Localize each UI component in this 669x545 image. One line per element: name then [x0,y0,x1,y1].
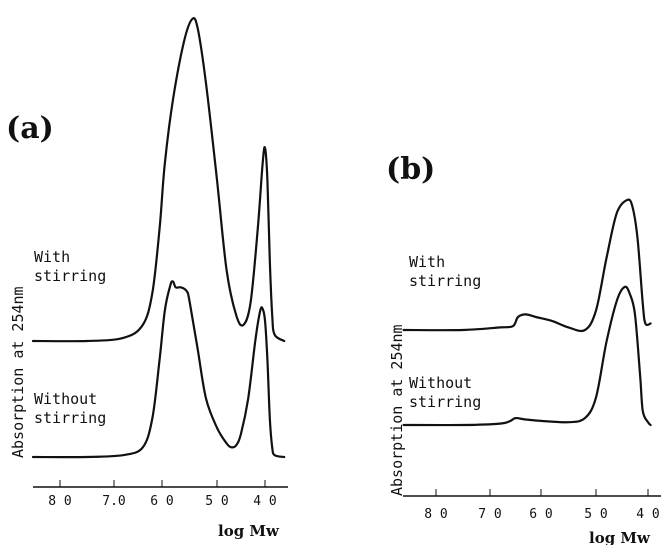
panel-b-trace-without-stirring [402,285,652,427]
panel-b-without-stirring-line1: Without [409,374,472,392]
x-tick-label: 5 0 [205,494,228,509]
panel-b-with-stirring-line1: With [409,253,445,271]
panel-b-trace-with-stirring [402,198,652,333]
panel-b-x-axis-label: log Mw [589,529,651,545]
x-tick-label: 5 0 [584,507,607,522]
panel-b-x-ticks: 8 0 7 0 6 0 5 0 4 0 [424,489,660,522]
panel-b-with-stirring-line2: stirring [409,272,481,290]
panel-a-traces [31,17,286,459]
x-tick-label: 8 0 [424,507,447,522]
panel-a-trace-without-stirring [31,280,286,459]
panel-a-x-axis-label: log Mw [218,522,280,540]
panel-a: (a) Absorption at 254nm With stirring Wi… [6,17,288,540]
x-tick-label: 7.0 [102,494,125,509]
x-tick-label: 4 0 [253,494,276,509]
x-tick-label: 4 0 [636,507,659,522]
x-tick-label: 6 0 [150,494,173,509]
panel-a-with-stirring-line2: stirring [34,267,106,285]
panel-a-with-stirring-line1: With [34,248,70,266]
panel-b-label: (b) [386,152,435,187]
x-tick-label: 7 0 [478,507,501,522]
x-tick-label: 6 0 [529,507,552,522]
panel-a-without-stirring-line1: Without [34,390,97,408]
panel-a-x-ticks: 8 0 7.0 6 0 5 0 4 0 [48,480,277,509]
panel-a-trace-with-stirring [31,17,286,343]
panel-b-y-axis-label: Absorption at 254nm [388,324,406,496]
panel-b-traces [402,198,652,427]
panel-a-label: (a) [6,111,54,146]
panel-b: (b) Absorption at 254nm With stirring Wi… [386,152,661,545]
panel-b-without-stirring-line2: stirring [409,393,481,411]
panel-a-y-axis-label: Absorption at 254nm [9,286,27,458]
x-tick-label: 8 0 [48,494,71,509]
panel-a-without-stirring-line2: stirring [34,409,106,427]
